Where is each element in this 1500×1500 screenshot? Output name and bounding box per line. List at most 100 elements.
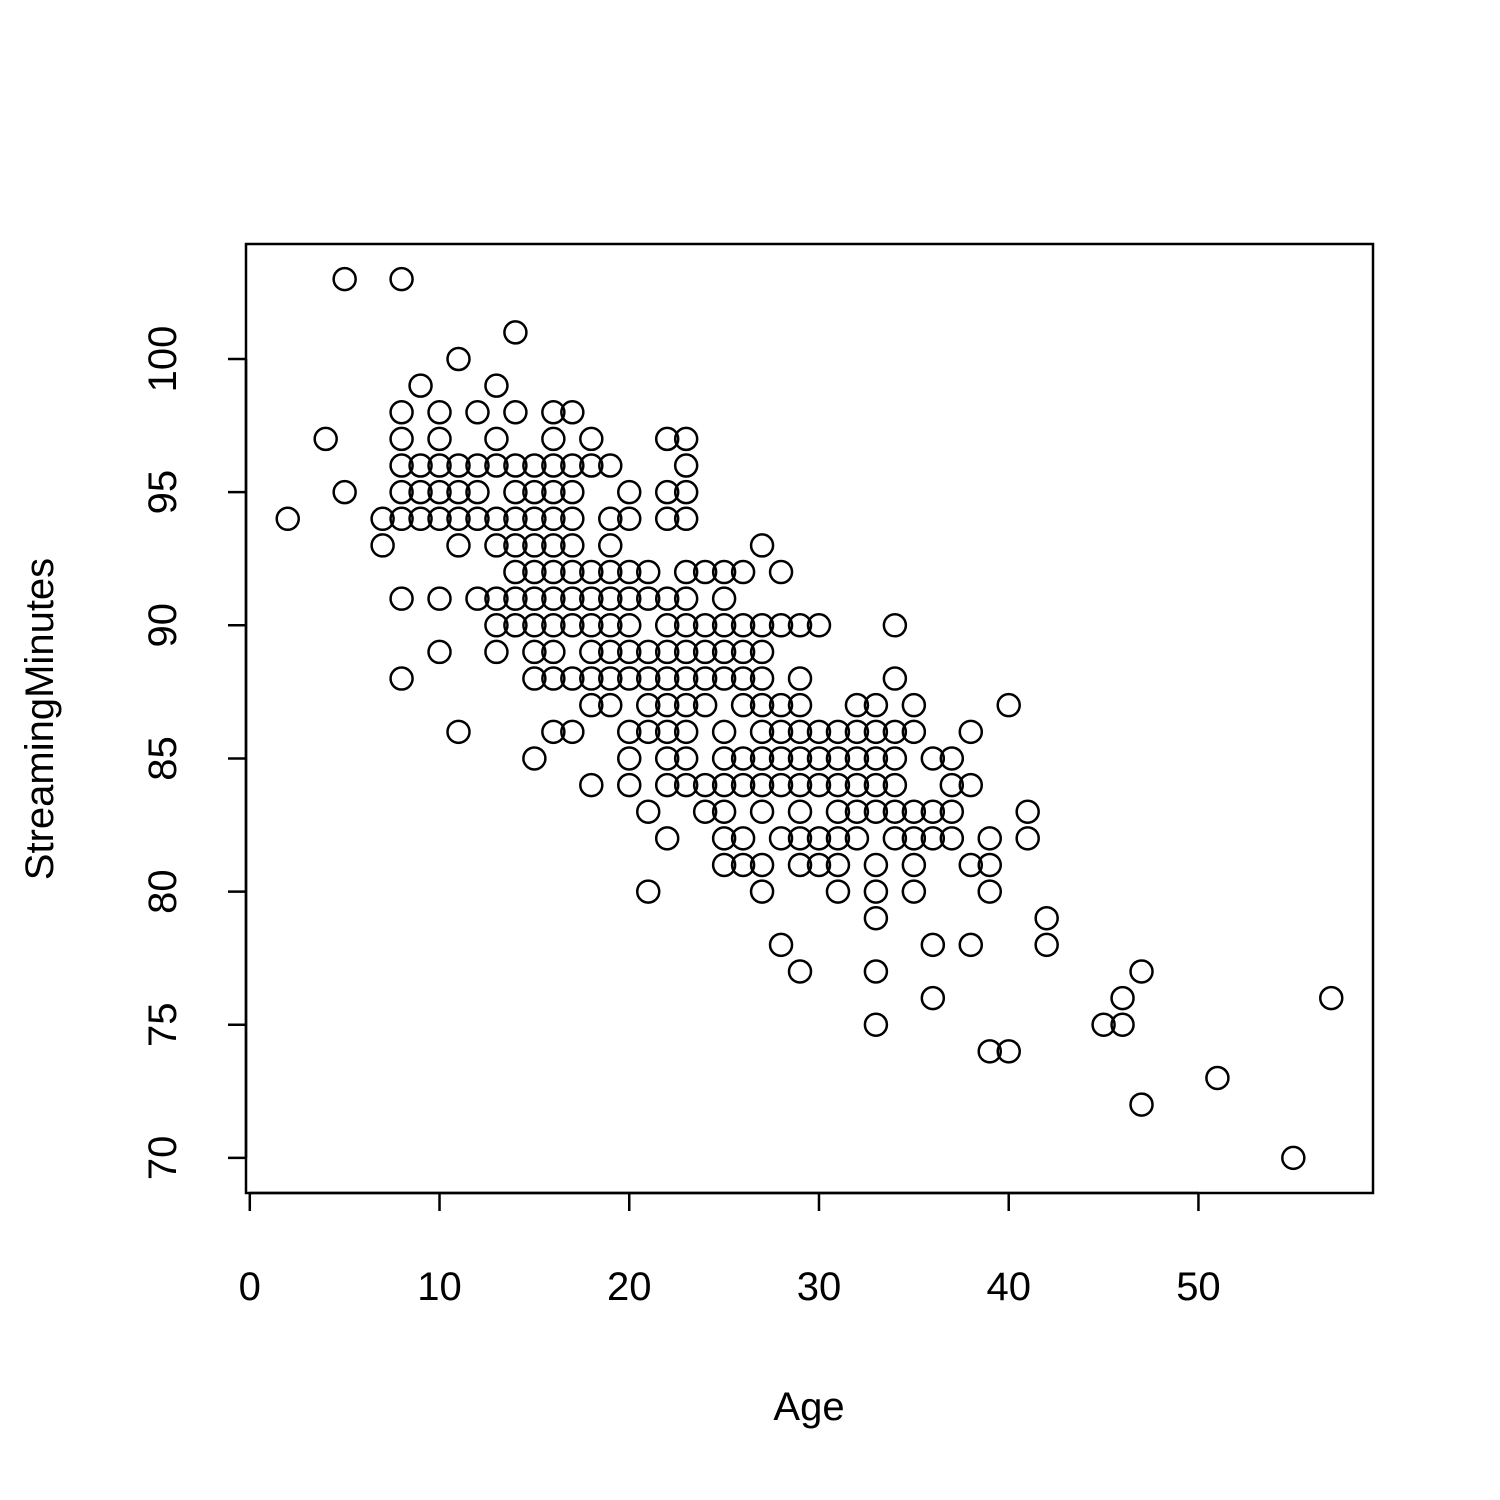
point bbox=[541, 533, 566, 558]
point bbox=[389, 586, 414, 611]
point bbox=[465, 506, 490, 532]
point bbox=[863, 959, 889, 984]
point bbox=[825, 852, 851, 878]
point bbox=[749, 746, 775, 771]
point bbox=[768, 932, 794, 958]
point bbox=[1015, 826, 1040, 851]
point bbox=[541, 719, 566, 745]
point bbox=[1319, 985, 1344, 1011]
point bbox=[654, 692, 680, 718]
point bbox=[484, 533, 509, 558]
y-tick-label: 100 bbox=[141, 326, 185, 393]
point bbox=[408, 506, 433, 532]
point bbox=[882, 666, 908, 691]
point bbox=[598, 559, 623, 585]
point bbox=[882, 772, 908, 798]
point bbox=[692, 639, 718, 665]
point bbox=[427, 453, 452, 478]
point bbox=[522, 639, 547, 665]
point bbox=[635, 799, 661, 824]
point bbox=[1129, 959, 1154, 984]
point bbox=[673, 639, 699, 665]
point bbox=[541, 639, 566, 665]
point bbox=[901, 719, 927, 745]
point bbox=[787, 799, 813, 824]
point bbox=[863, 692, 889, 718]
point bbox=[370, 533, 395, 558]
point bbox=[692, 559, 718, 585]
point bbox=[484, 426, 509, 452]
point bbox=[730, 852, 756, 878]
point bbox=[1091, 1012, 1116, 1037]
point bbox=[692, 692, 718, 718]
point bbox=[1281, 1145, 1306, 1171]
point bbox=[1015, 799, 1040, 824]
point bbox=[503, 506, 528, 532]
point bbox=[484, 506, 509, 532]
point bbox=[598, 533, 623, 558]
point bbox=[844, 719, 870, 745]
x-axis-label: Age bbox=[773, 1385, 844, 1429]
point bbox=[882, 613, 908, 638]
point bbox=[654, 666, 680, 691]
point bbox=[673, 666, 699, 691]
point bbox=[844, 799, 870, 824]
point bbox=[901, 879, 927, 904]
point bbox=[465, 453, 490, 478]
point bbox=[787, 852, 813, 878]
point bbox=[522, 613, 547, 638]
point bbox=[1034, 932, 1059, 958]
y-tick-label: 90 bbox=[141, 603, 185, 648]
point bbox=[844, 772, 870, 798]
point bbox=[711, 852, 737, 878]
point bbox=[977, 826, 1002, 851]
point bbox=[749, 613, 775, 638]
point bbox=[711, 639, 737, 665]
point bbox=[503, 479, 528, 505]
point bbox=[673, 719, 699, 745]
point bbox=[749, 639, 775, 665]
point bbox=[768, 692, 794, 718]
point bbox=[484, 586, 509, 611]
point bbox=[635, 692, 661, 718]
point bbox=[673, 746, 699, 771]
point bbox=[749, 852, 775, 878]
point bbox=[389, 479, 414, 505]
y-tick-label: 85 bbox=[141, 736, 185, 781]
point bbox=[617, 506, 642, 532]
point bbox=[654, 772, 680, 798]
point bbox=[882, 719, 908, 745]
point bbox=[787, 959, 813, 984]
point bbox=[958, 719, 984, 745]
point bbox=[617, 479, 642, 505]
point bbox=[427, 400, 452, 425]
point bbox=[730, 613, 756, 638]
point bbox=[617, 586, 642, 611]
point bbox=[787, 692, 813, 718]
point bbox=[920, 932, 946, 958]
point bbox=[635, 879, 661, 904]
point bbox=[617, 559, 642, 585]
point bbox=[692, 772, 718, 798]
point bbox=[711, 772, 737, 798]
point bbox=[673, 559, 699, 585]
point bbox=[541, 613, 566, 638]
point bbox=[844, 746, 870, 771]
point bbox=[977, 879, 1002, 904]
point bbox=[692, 613, 718, 638]
point bbox=[541, 586, 566, 611]
point bbox=[541, 479, 566, 505]
point bbox=[503, 453, 528, 478]
point bbox=[579, 453, 604, 478]
point bbox=[1205, 1065, 1230, 1091]
x-tick-label: 30 bbox=[797, 1265, 842, 1309]
point bbox=[863, 799, 889, 824]
point bbox=[901, 799, 927, 824]
point bbox=[749, 879, 775, 904]
point bbox=[446, 346, 471, 372]
point bbox=[560, 400, 585, 425]
point bbox=[635, 719, 661, 745]
point bbox=[541, 559, 566, 585]
point bbox=[579, 613, 604, 638]
point bbox=[901, 826, 927, 851]
